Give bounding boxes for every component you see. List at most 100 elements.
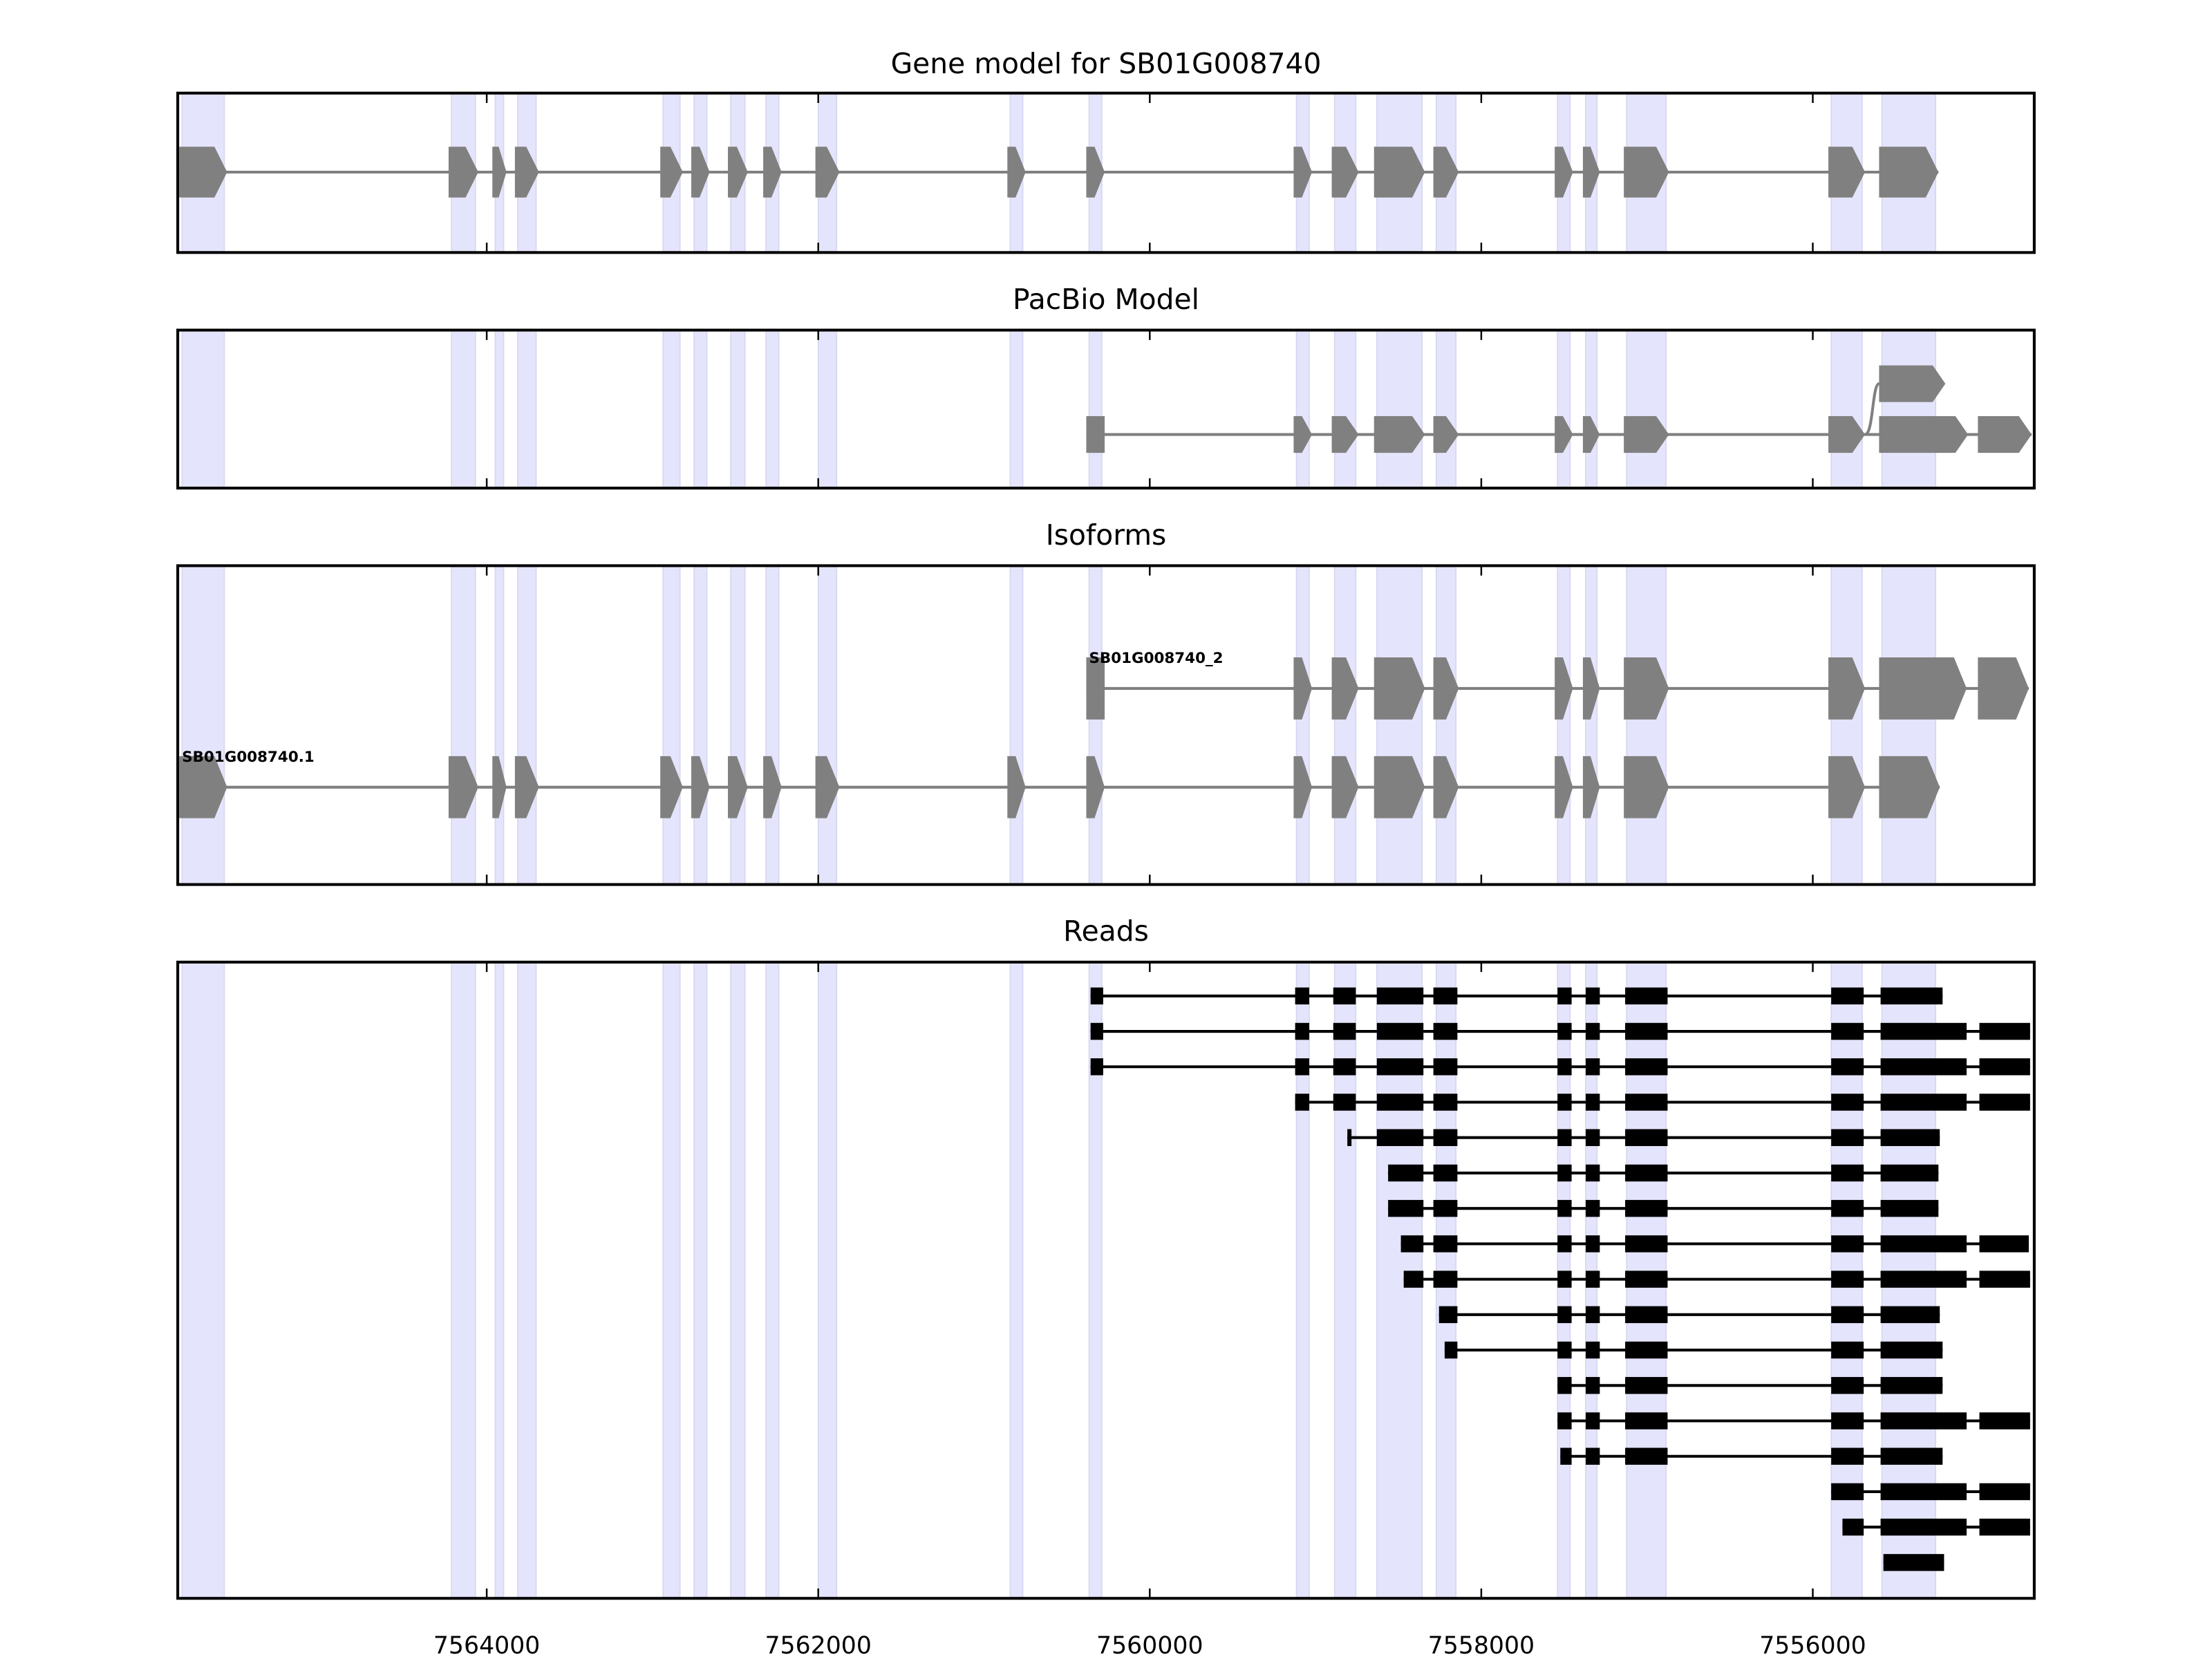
read-block [1831,1164,1864,1182]
isoform-2-exon [1433,657,1459,720]
read-block [1979,1271,2030,1288]
read-block [1880,1094,1967,1111]
exon-highlight-band [517,565,537,885]
read-block [1880,1235,1967,1253]
exon-highlight-band [1881,565,1936,885]
read-block [1831,1483,1864,1501]
read-block [1295,1094,1309,1111]
isoform-label-1: SB01G008740.1 [182,749,314,766]
exon-highlight-band [1333,962,1357,1600]
exon-highlight-band [1333,565,1357,885]
read-block [1831,1094,1864,1111]
isoform-1-exon [492,756,507,818]
read-block [1585,987,1600,1005]
panel-title-pacbio: PacBio Model [1013,283,1199,316]
read-block [1333,1094,1356,1111]
exon-highlight-band [1009,565,1024,885]
read-block [1625,1271,1668,1288]
read-block [1557,1271,1572,1288]
read-block [1295,987,1309,1005]
x-tick-label: 7558000 [1428,1632,1535,1659]
pacbio-alt-exon [1879,365,1946,402]
read-block [1625,1341,1668,1359]
isoform-1-exon [1374,756,1425,818]
exon-highlight-band [181,962,225,1600]
read-block [1625,1199,1668,1217]
gene-model-exon [1293,147,1313,198]
read-block [1831,1271,1864,1288]
read-block [1625,1235,1668,1253]
read-block [1625,1094,1668,1111]
exon-highlight-band [451,565,476,885]
read-block [1880,1447,1943,1465]
gene-model-exon [1374,147,1425,198]
read-block [1585,1235,1600,1253]
isoform-1-exon [1086,756,1105,818]
exon-highlight-band [517,962,537,1600]
read-block [1880,1058,1967,1076]
read-block [1090,987,1103,1005]
exon-highlight-band [765,962,780,1600]
exon-highlight-band [662,962,681,1600]
read-block [1585,1341,1600,1359]
panel-frame [176,960,2036,1600]
exon-highlight-band [693,565,708,885]
gene-model-exon [1879,147,1939,198]
exon-highlight-band [1295,962,1310,1600]
read-block [1880,1341,1943,1359]
gene-model-exon [492,147,507,198]
isoform-1-exon [1555,756,1573,818]
read-block [1295,1022,1309,1040]
read-block [1433,1235,1458,1253]
exon-highlight-band [451,329,476,489]
read-block [1979,1235,2029,1253]
read-block [1880,1271,1967,1288]
read-block [1388,1164,1424,1182]
read-block [1438,1306,1458,1324]
exon-highlight-band [817,329,838,489]
read-block [1585,1271,1600,1288]
read-block [1625,1377,1668,1394]
read-block [1557,1058,1572,1076]
read-block [1625,1129,1668,1146]
read-block [1333,1058,1356,1076]
read-block [1376,1022,1424,1040]
gene-model-exon [691,147,710,198]
read-block [1400,1235,1424,1253]
read-block [1433,1199,1458,1217]
read-block [1403,1271,1424,1288]
pacbio-model-exon [1978,416,2032,453]
read-block [1979,1058,2030,1076]
pacbio-model-exon [1086,416,1105,453]
exon-highlight-band [181,565,225,885]
read-block [1557,1199,1572,1217]
isoform-1-exon [1433,756,1459,818]
gene-model-exon [815,147,840,198]
read-block [1585,1129,1600,1146]
exon-highlight-band [1435,329,1457,489]
read-block [1831,1199,1864,1217]
gene-model-exon [1433,147,1459,198]
read-block [1585,1447,1600,1465]
read-block [1557,987,1572,1005]
read-block [1880,987,1943,1005]
pacbio-model-exon [1828,416,1866,453]
read-block [1376,1129,1424,1146]
x-tick-label: 7562000 [765,1632,872,1659]
exon-highlight-band [517,329,537,489]
read-block [1560,1447,1572,1465]
read-block [1625,1306,1668,1324]
panel-title-isoforms: Isoforms [1046,518,1167,552]
read-block [1433,1022,1458,1040]
read-block [1585,1306,1600,1324]
exon-highlight-band [1295,565,1310,885]
pacbio-model-exon [1331,416,1359,453]
isoform-1-exon [728,756,748,818]
gene-model-exon [179,147,227,198]
read-block [1433,1164,1458,1182]
gene-model-exon [1582,147,1600,198]
isoform-2-exon [1624,657,1669,720]
exon-highlight-band [1881,329,1936,489]
exon-highlight-band [1088,329,1103,489]
read-block [1557,1022,1572,1040]
